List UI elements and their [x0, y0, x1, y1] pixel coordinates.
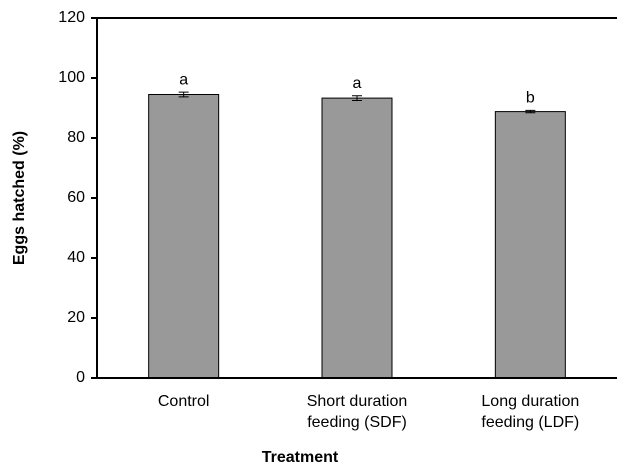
y-tick-label: 80: [67, 129, 85, 146]
significance-letter: a: [179, 71, 188, 88]
x-tick-label: Control: [158, 393, 210, 410]
y-tick-label: 0: [76, 369, 85, 386]
y-tick-label: 60: [67, 189, 85, 206]
x-axis-title: Treatment: [262, 449, 339, 466]
error-bar: [178, 91, 189, 98]
error-bar: [352, 95, 362, 101]
y-tick-label: 100: [58, 69, 85, 86]
y-tick-label: 40: [67, 249, 85, 266]
x-tick-label: Long duration: [481, 393, 579, 410]
bar: [494, 111, 566, 379]
y-tick-label: 120: [58, 9, 85, 26]
error-bar: [525, 109, 536, 114]
y-axis-title: Eggs hatched (%): [11, 131, 28, 265]
bar: [321, 97, 393, 379]
x-tick-label: Short duration: [307, 393, 408, 410]
x-tick-label: feeding (SDF): [307, 414, 407, 431]
significance-letter: a: [353, 75, 362, 92]
bar: [148, 94, 220, 379]
x-tick-label: feeding (LDF): [481, 414, 579, 431]
significance-letter: b: [526, 90, 535, 107]
y-tick-label: 20: [67, 309, 85, 326]
